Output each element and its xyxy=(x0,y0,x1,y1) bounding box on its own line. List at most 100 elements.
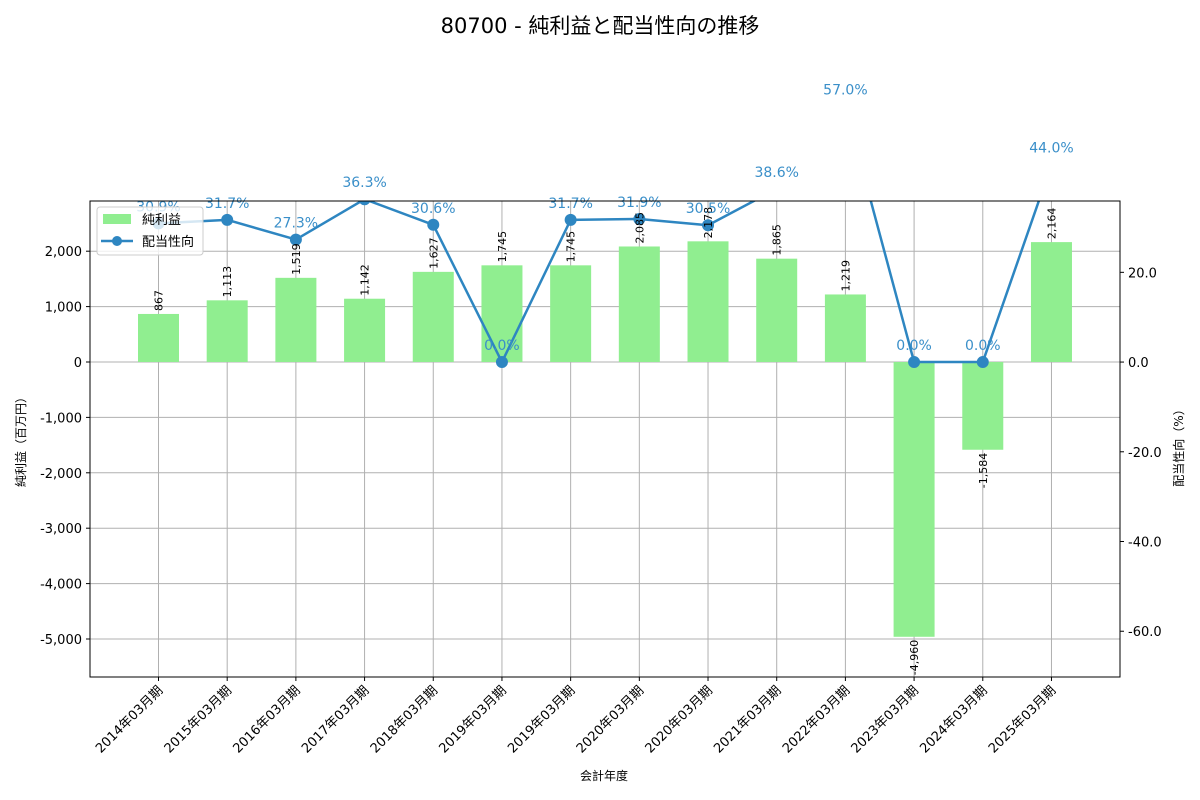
bar-value-label: 2,178 xyxy=(702,207,715,239)
payout-ratio-label: 0.0% xyxy=(484,338,520,354)
x-tick-label: 2025年03月期 xyxy=(986,683,1059,756)
right-y-axis: 20.0 0.0 -20.0 -40.0 -60.0 xyxy=(1120,266,1162,640)
plot-frame xyxy=(89,200,1121,678)
bar xyxy=(275,277,317,362)
data-point-marker xyxy=(1045,159,1057,171)
right-tick-label: -60.0 xyxy=(1128,625,1162,640)
data-point-marker xyxy=(289,233,302,246)
x-tick-label: 2017年03月期 xyxy=(299,683,372,756)
left-y-axis: 2,000 1,000 0 -1,000 -2,000 -3,000 -4,000 -5,00… xyxy=(40,245,90,648)
bar-value-label: 1,745 xyxy=(496,231,509,263)
legend: 純利益 配当性向 xyxy=(96,206,204,256)
payout-ratio-label: 0.0% xyxy=(965,338,1001,354)
bar-value-label: 2,164 xyxy=(1045,208,1058,240)
x-axis-label: 会計年度 xyxy=(580,768,628,783)
payout-ratio-label: 27.3% xyxy=(274,216,318,232)
x-tick-label: 2015年03月期 xyxy=(162,683,235,756)
data-point-marker xyxy=(358,201,371,206)
bar xyxy=(756,258,798,362)
payout-ratio-label: 57.0% xyxy=(823,82,867,98)
bar-value-label: 1,627 xyxy=(427,237,440,269)
right-tick-label: 0.0 xyxy=(1128,356,1149,371)
data-point-marker xyxy=(564,213,577,226)
left-tick-label: 2,000 xyxy=(45,245,82,260)
bar xyxy=(618,246,660,362)
payout-ratio-label: 31.9% xyxy=(617,195,661,211)
bar-value-label: 867 xyxy=(153,290,166,311)
payout-ratio-line xyxy=(158,201,1041,364)
bar xyxy=(962,361,1004,450)
data-point-marker xyxy=(908,356,921,369)
data-point-marker xyxy=(495,356,508,369)
legend-label-payout-ratio: 配当性向 xyxy=(142,234,194,250)
payout-ratio-label: 0.0% xyxy=(896,338,932,354)
left-tick-label: -2,000 xyxy=(40,467,82,482)
left-y-axis-label: 純利益（百万円） xyxy=(14,391,28,487)
data-point-marker xyxy=(427,218,440,231)
payout-ratio-label: 31.7% xyxy=(205,196,249,212)
bar-value-label: 2,085 xyxy=(633,212,646,244)
x-tick-label: 2019年03月期 xyxy=(505,683,578,756)
data-point-marker xyxy=(976,356,989,369)
right-tick-label: -40.0 xyxy=(1128,536,1162,551)
legend-bar-swatch xyxy=(103,214,131,224)
bar-value-labels: 867 1,113 1,519 1,142 1,627 1,745 1,745 2,085 2,… xyxy=(153,207,1059,675)
right-tick-label: 20.0 xyxy=(1128,266,1157,281)
bar xyxy=(824,294,866,362)
left-tick-label: 0 xyxy=(74,356,82,371)
bar xyxy=(138,313,179,362)
payout-ratio-label: 30.5% xyxy=(686,201,730,217)
x-tick-label: 2020年03月期 xyxy=(574,683,647,756)
bar xyxy=(550,265,592,362)
left-tick-label: 1,000 xyxy=(45,301,82,316)
bar-series-net-income xyxy=(138,241,1072,637)
bar-value-label: 1,219 xyxy=(839,260,852,292)
data-point-marker xyxy=(702,219,715,232)
payout-ratio-label: 38.6% xyxy=(754,165,798,181)
x-tick-label: 2016年03月期 xyxy=(230,683,303,756)
bar-value-label: 1,865 xyxy=(771,224,784,256)
chart-title: 80700 - 純利益と配当性向の推移 xyxy=(441,14,760,38)
payout-ratio-label: 44.0% xyxy=(1029,141,1073,157)
payout-ratio-label: 31.7% xyxy=(548,196,592,212)
x-tick-label: 2018年03月期 xyxy=(368,683,441,756)
bar-value-label: 1,745 xyxy=(565,231,578,263)
legend-label-net-income: 純利益 xyxy=(142,213,181,228)
line-series-payout-ratio xyxy=(152,100,1057,369)
left-tick-label: -3,000 xyxy=(40,522,82,537)
bar xyxy=(1030,242,1072,362)
data-point-marker xyxy=(633,212,646,225)
bar-value-label: -1,584 xyxy=(977,453,990,488)
bar xyxy=(344,298,386,362)
x-axis: 2014年03月期2015年03月期2016年03月期2017年03月期2018… xyxy=(93,677,1059,757)
bar xyxy=(687,241,729,362)
data-point-marker xyxy=(771,183,783,195)
bar xyxy=(206,300,248,362)
data-point-marker xyxy=(839,100,851,112)
x-tick-label: 2023年03月期 xyxy=(849,683,922,756)
x-tick-label: 2020年03月期 xyxy=(643,683,716,756)
x-tick-label: 2014年03月期 xyxy=(93,683,166,756)
bar-value-label: 1,519 xyxy=(290,243,303,275)
payout-ratio-label: 30.6% xyxy=(411,201,455,217)
legend-marker-icon xyxy=(112,236,122,246)
left-tick-label: -5,000 xyxy=(40,633,82,648)
right-tick-label: -20.0 xyxy=(1128,446,1162,461)
x-tick-label: 2024年03月期 xyxy=(917,683,990,756)
bar-value-label: -4,960 xyxy=(908,640,921,675)
bar xyxy=(893,361,935,637)
x-tick-label: 2021年03月期 xyxy=(711,683,784,756)
bar xyxy=(481,265,523,362)
data-point-marker xyxy=(221,213,234,226)
x-tick-label: 2019年03月期 xyxy=(436,683,509,756)
bar xyxy=(412,271,454,362)
line-value-labels: 30.9%31.7%27.3%36.3%30.6%0.0%31.7%31.9%3… xyxy=(136,82,1073,354)
left-tick-label: -1,000 xyxy=(40,411,82,426)
left-tick-label: -4,000 xyxy=(40,578,82,593)
bar-value-label: 1,113 xyxy=(221,266,234,298)
bar-value-label: 1,142 xyxy=(359,264,372,296)
x-tick-label: 2022年03月期 xyxy=(780,683,853,756)
right-y-axis-label: 配当性向（%） xyxy=(1171,403,1186,486)
